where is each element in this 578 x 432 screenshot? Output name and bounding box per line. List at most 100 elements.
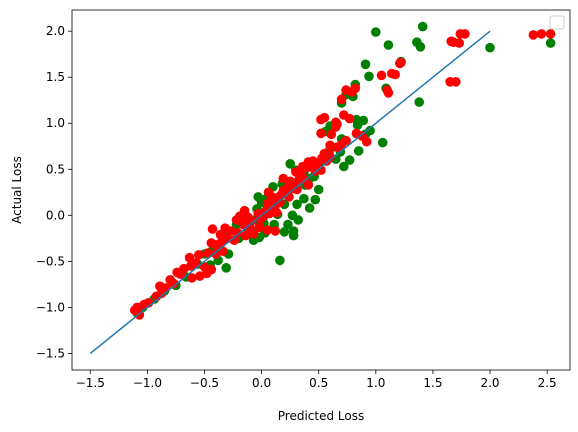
y-tick-label: −0.5	[36, 254, 65, 268]
scatter-point	[303, 180, 314, 190]
scatter-point	[344, 155, 355, 165]
scatter-point	[165, 275, 175, 285]
scatter-point	[279, 227, 290, 237]
x-tick-label: 2.5	[538, 376, 557, 390]
reference-line-group	[89, 30, 491, 355]
scatter-point	[293, 215, 304, 225]
scatter-point	[387, 68, 397, 79]
scatter-point	[275, 255, 285, 266]
scatter-point	[254, 222, 265, 233]
scatter-point	[377, 137, 388, 148]
scatter-point	[331, 122, 341, 132]
y-axis-label: Actual Loss	[10, 156, 24, 224]
scatter-point	[371, 27, 381, 37]
scatter-point	[364, 71, 374, 82]
scatter-point	[292, 199, 302, 210]
x-tick-label: 0.5	[309, 376, 328, 390]
x-axis-label: Predicted Loss	[278, 409, 364, 423]
scatter-point	[203, 248, 213, 258]
x-tick-label: −1.5	[76, 376, 105, 390]
scatter-point	[184, 252, 195, 263]
scatter-point	[206, 238, 217, 248]
x-axis-ticks: −1.5 −1.0 −0.5 0.0 0.5 1.0 1.5 2.0 2.5	[76, 370, 557, 390]
legend-box	[549, 15, 565, 30]
scatter-point	[195, 271, 205, 281]
scatter-point	[278, 173, 289, 184]
scatter-point	[299, 193, 309, 204]
scatter-point	[186, 261, 196, 271]
scatter-point	[383, 88, 394, 98]
scatter-point	[278, 185, 289, 196]
y-tick-label: −1.5	[36, 346, 65, 360]
scatter-point	[304, 203, 315, 213]
scatter-point	[211, 249, 221, 259]
scatter-point	[239, 205, 250, 216]
scatter-point	[376, 70, 387, 81]
scatter-point	[316, 128, 326, 139]
x-tick-label: 1.5	[423, 376, 442, 390]
scatter-point	[263, 187, 274, 198]
scatter-point	[326, 129, 337, 140]
x-tick-label: 2.0	[480, 376, 499, 390]
scatter-point	[270, 226, 281, 236]
scatter-point	[365, 125, 375, 136]
x-tick-label: 0.0	[252, 376, 271, 390]
scatter-point	[283, 219, 293, 230]
scatter-point	[455, 29, 466, 39]
x-tick-label: 1.0	[366, 376, 385, 390]
scatter-point	[240, 230, 251, 241]
scatter-point	[312, 159, 323, 170]
scatter-point	[545, 29, 556, 39]
scatter-point	[187, 273, 197, 283]
scatter-point	[288, 230, 299, 241]
scatter-point	[285, 159, 296, 169]
y-tick-label: 0.0	[46, 208, 65, 222]
scatter-point	[485, 42, 495, 53]
scatter-point	[221, 263, 231, 273]
scatter-point	[255, 214, 266, 224]
scatter-point	[207, 224, 218, 234]
scatter-point	[341, 85, 351, 95]
scatter-point	[446, 36, 457, 47]
x-tick-label: −0.5	[190, 376, 219, 390]
scatter-point	[130, 305, 140, 316]
scatter-point	[194, 250, 204, 260]
x-tick-label: −1.0	[133, 376, 162, 390]
scatter-point	[383, 40, 394, 50]
y-tick-label: 1.5	[46, 70, 65, 84]
scatter-point	[352, 120, 363, 130]
reference-line	[89, 30, 491, 355]
scatter-point	[325, 140, 335, 151]
scatter-point	[291, 167, 301, 177]
scatter-point	[303, 157, 314, 167]
scatter-point	[313, 184, 324, 195]
scatter-point	[336, 94, 347, 105]
scatter-point	[451, 77, 461, 87]
scatter-point	[360, 59, 371, 70]
scatter-point	[353, 146, 364, 156]
scatter-point	[545, 38, 556, 48]
scatter-point	[231, 215, 242, 225]
scatter-point	[536, 29, 547, 39]
scatter-point	[321, 156, 332, 166]
scatter-point	[339, 161, 349, 172]
scatter-point	[414, 97, 425, 107]
y-tick-label: −1.0	[36, 300, 65, 314]
scatter-point	[417, 21, 428, 32]
y-tick-label: 1.0	[46, 116, 65, 130]
scatter-point	[339, 110, 349, 120]
scatter-point	[528, 30, 539, 40]
plot-frame	[71, 9, 571, 371]
y-tick-label: 2.0	[46, 24, 65, 38]
y-axis-ticks: −1.5 −1.0 −0.5 0.0 0.5 1.0 1.5 2.0	[36, 24, 72, 360]
scatter-point	[292, 184, 302, 195]
scatter-point	[248, 228, 259, 239]
scatter-point	[155, 281, 165, 292]
scatter-point	[262, 225, 273, 235]
scatter-point	[395, 58, 405, 69]
scatter-point	[415, 42, 426, 52]
scatter-point	[361, 136, 372, 147]
scatter-point	[220, 223, 230, 233]
scatter-point	[319, 112, 330, 123]
